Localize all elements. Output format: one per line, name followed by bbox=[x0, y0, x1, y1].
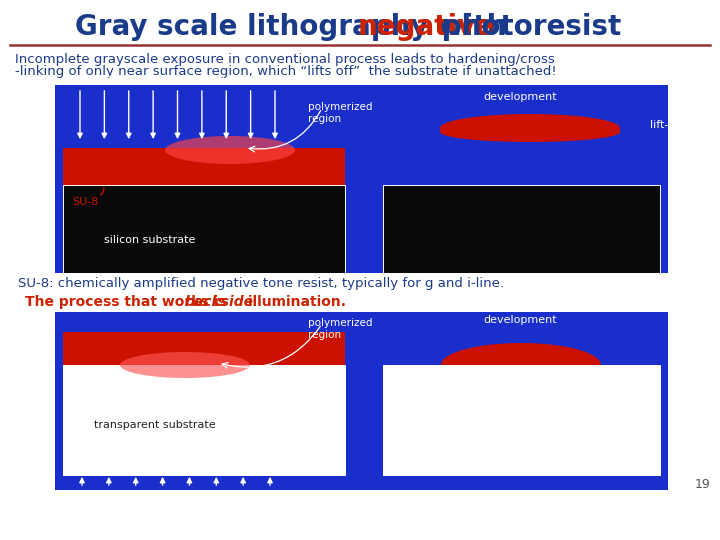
Bar bbox=[383, 365, 660, 475]
Bar bbox=[383, 185, 660, 273]
Text: development: development bbox=[483, 92, 557, 102]
Bar bbox=[63, 365, 345, 475]
Text: 19: 19 bbox=[695, 478, 711, 491]
Text: negative: negative bbox=[358, 13, 495, 41]
Text: patterned grayscale exposure: patterned grayscale exposure bbox=[68, 74, 225, 84]
Ellipse shape bbox=[120, 352, 250, 378]
Text: SU-8: SU-8 bbox=[72, 197, 99, 207]
Text: Gray scale lithography with: Gray scale lithography with bbox=[75, 13, 516, 41]
Text: development: development bbox=[483, 315, 557, 325]
Polygon shape bbox=[441, 343, 601, 365]
Polygon shape bbox=[440, 114, 620, 142]
Text: The process that works is: The process that works is bbox=[25, 295, 231, 309]
Text: -linking of only near surface region, which “lifts off”  the substrate if unatta: -linking of only near surface region, wh… bbox=[15, 64, 557, 78]
Bar bbox=[55, 312, 668, 490]
Text: silicon substrate: silicon substrate bbox=[104, 235, 196, 245]
Text: polymerized
region: polymerized region bbox=[308, 318, 372, 340]
Bar bbox=[63, 148, 345, 185]
Text: photoresist: photoresist bbox=[432, 13, 621, 41]
Text: SU-8: chemically amplified negative tone resist, typically for g and i-line.: SU-8: chemically amplified negative tone… bbox=[18, 278, 504, 291]
Text: backside: backside bbox=[185, 295, 254, 309]
Text: transparent substrate: transparent substrate bbox=[94, 420, 216, 430]
Text: polymerized
region: polymerized region bbox=[308, 102, 372, 124]
Text: Incomplete grayscale exposure in conventional process leads to hardening/cross: Incomplete grayscale exposure in convent… bbox=[15, 52, 554, 65]
Bar bbox=[63, 185, 345, 273]
Text: SU-8: SU-8 bbox=[68, 340, 94, 350]
Bar bbox=[55, 85, 668, 273]
Text: lift-off: lift-off bbox=[650, 120, 683, 130]
Text: illumination.: illumination. bbox=[243, 295, 346, 309]
Bar bbox=[63, 332, 345, 365]
Ellipse shape bbox=[165, 136, 295, 164]
